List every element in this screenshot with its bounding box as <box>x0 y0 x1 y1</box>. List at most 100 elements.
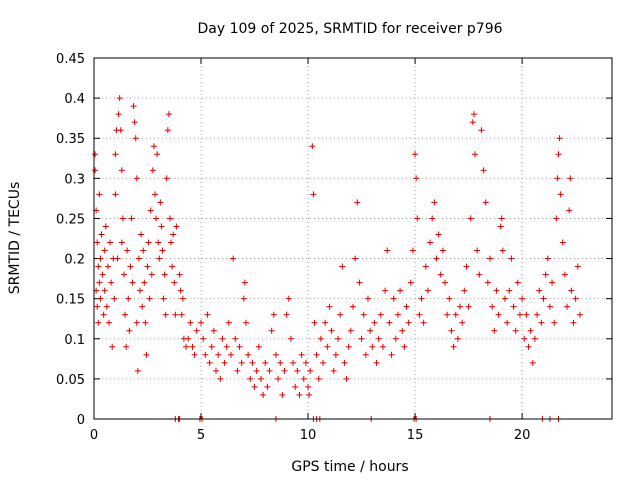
data-point <box>556 135 563 142</box>
data-point <box>159 247 166 254</box>
data-point <box>296 391 303 398</box>
data-point <box>169 263 176 270</box>
data-point <box>172 311 179 318</box>
data-point <box>561 271 568 278</box>
data-point <box>392 335 399 342</box>
data-point <box>341 359 348 366</box>
data-point <box>200 335 207 342</box>
data-point <box>128 215 135 222</box>
data-point <box>450 343 457 350</box>
data-point <box>364 295 371 302</box>
data-point <box>95 319 102 326</box>
data-point <box>358 335 365 342</box>
data-point <box>491 327 498 334</box>
data-point <box>133 319 140 326</box>
data-point <box>377 311 384 318</box>
data-point <box>208 343 215 350</box>
data-point <box>412 151 419 158</box>
data-point <box>129 279 136 286</box>
data-point <box>204 311 211 318</box>
data-point <box>405 319 412 326</box>
y-tick-labels: 0 0.05 0.1 0.15 0.2 0.25 0.3 0.35 0.4 0.45 <box>56 52 85 428</box>
data-point <box>375 335 382 342</box>
data-point <box>215 351 222 358</box>
data-point <box>452 311 459 318</box>
data-point <box>414 215 421 222</box>
data-point <box>559 239 566 246</box>
y-tick-label: 0.1 <box>64 333 85 348</box>
data-point <box>138 231 145 238</box>
y-tick-label: 0.25 <box>56 212 85 227</box>
data-point <box>198 319 205 326</box>
data-point <box>176 271 183 278</box>
data-point <box>320 359 327 366</box>
data-point <box>238 359 245 366</box>
data-point <box>249 359 256 366</box>
data-point <box>262 359 269 366</box>
data-point <box>107 239 114 246</box>
axis-ticks <box>93 57 612 420</box>
data-point <box>454 335 461 342</box>
data-point <box>356 279 363 286</box>
data-point <box>230 255 237 262</box>
data-point <box>279 391 286 398</box>
data-point <box>369 343 376 350</box>
data-point <box>557 191 564 198</box>
data-point <box>390 295 397 302</box>
data-point <box>567 175 574 182</box>
data-point <box>111 295 118 302</box>
data-point <box>277 359 284 366</box>
data-point <box>328 327 335 334</box>
y-tick-label: 0.2 <box>64 253 85 268</box>
data-point <box>360 311 367 318</box>
data-point <box>178 311 185 318</box>
data-point <box>508 255 515 262</box>
data-point <box>568 287 575 294</box>
data-point <box>424 287 431 294</box>
data-point <box>94 239 101 246</box>
data-point <box>576 311 583 318</box>
data-point <box>247 375 254 382</box>
data-point <box>531 335 538 342</box>
data-point <box>437 271 444 278</box>
data-point <box>313 351 320 358</box>
data-point <box>148 271 155 278</box>
x-tick-labels: 0 5 10 15 20 <box>90 428 531 443</box>
data-point <box>150 143 157 150</box>
data-point <box>163 175 170 182</box>
data-point <box>519 295 526 302</box>
data-point <box>105 319 112 326</box>
data-point <box>116 95 123 102</box>
data-point <box>133 175 140 182</box>
data-point <box>219 335 226 342</box>
data-point <box>162 311 169 318</box>
data-point <box>516 311 523 318</box>
data-point <box>354 199 361 206</box>
data-point <box>97 255 104 262</box>
data-point <box>420 319 427 326</box>
data-point <box>112 191 119 198</box>
data-point <box>103 303 110 310</box>
data-point <box>379 343 386 350</box>
data-point <box>160 295 167 302</box>
data-point <box>309 143 316 150</box>
y-tick-label: 0 <box>77 413 85 428</box>
data-point <box>119 215 126 222</box>
data-point <box>474 247 481 254</box>
data-point <box>101 287 108 294</box>
data-point <box>384 247 391 254</box>
data-point <box>413 175 420 182</box>
data-point <box>388 351 395 358</box>
data-point <box>345 343 352 350</box>
data-point <box>311 319 318 326</box>
data-point <box>108 279 115 286</box>
data-point <box>330 367 337 374</box>
data-point <box>343 375 350 382</box>
data-point <box>120 271 127 278</box>
data-point <box>332 351 339 358</box>
data-point <box>156 255 163 262</box>
data-point <box>407 279 414 286</box>
data-point <box>147 207 154 214</box>
data-point <box>399 327 406 334</box>
